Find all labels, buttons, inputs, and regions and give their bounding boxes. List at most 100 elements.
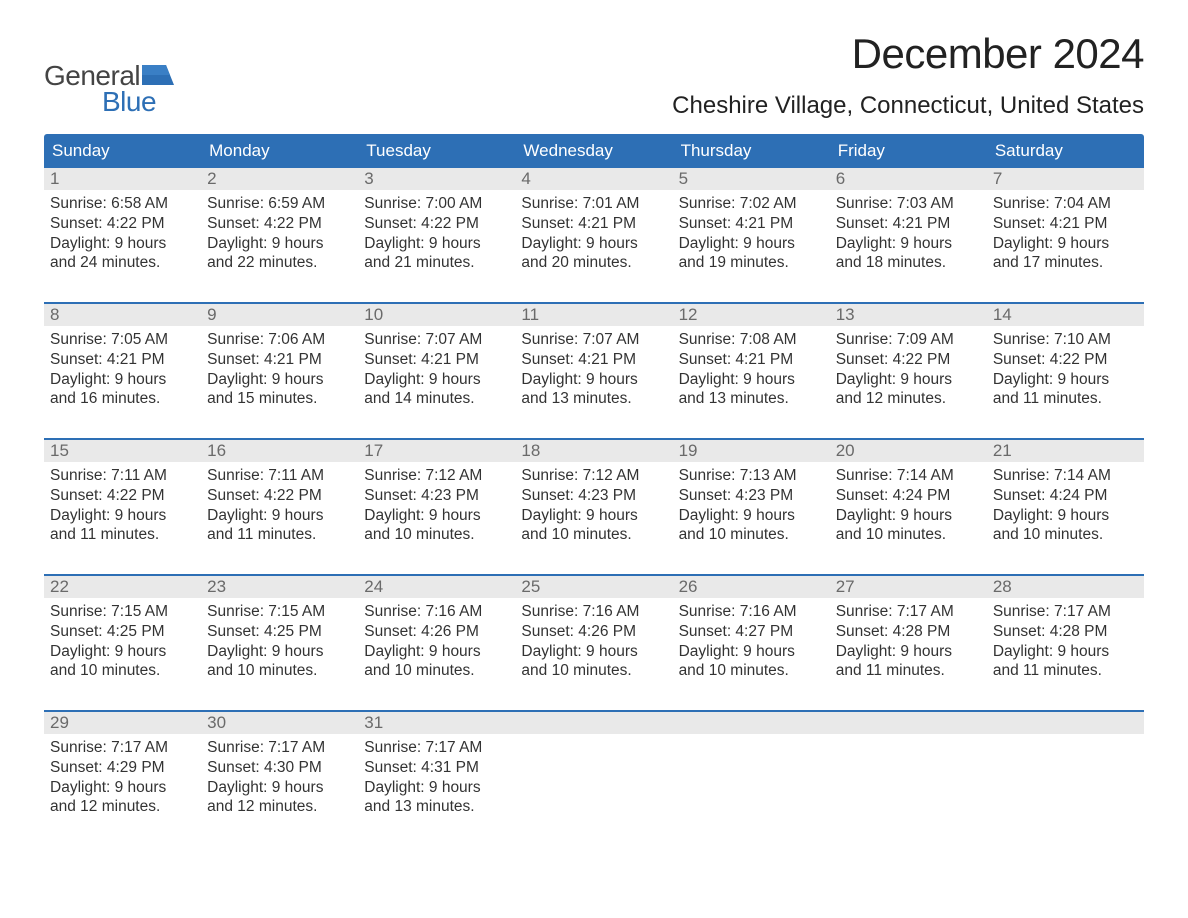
weekday-saturday: Saturday xyxy=(987,134,1144,168)
sunrise-line: Sunrise: 7:17 AM xyxy=(50,738,195,758)
day-body: Sunrise: 6:58 AMSunset: 4:22 PMDaylight:… xyxy=(44,190,201,273)
weekday-tuesday: Tuesday xyxy=(358,134,515,168)
day-cell: 9Sunrise: 7:06 AMSunset: 4:21 PMDaylight… xyxy=(201,304,358,420)
sunrise-line: Sunrise: 7:16 AM xyxy=(364,602,509,622)
sunrise-line: Sunrise: 7:17 AM xyxy=(364,738,509,758)
day-number xyxy=(830,712,987,734)
title-block: December 2024 Cheshire Village, Connecti… xyxy=(672,30,1144,120)
day-body: Sunrise: 7:16 AMSunset: 4:26 PMDaylight:… xyxy=(358,598,515,681)
day-body: Sunrise: 7:14 AMSunset: 4:24 PMDaylight:… xyxy=(987,462,1144,545)
day-body: Sunrise: 7:16 AMSunset: 4:26 PMDaylight:… xyxy=(515,598,672,681)
day-cell: 2Sunrise: 6:59 AMSunset: 4:22 PMDaylight… xyxy=(201,168,358,284)
sunset-line: Sunset: 4:24 PM xyxy=(836,486,981,506)
day-cell xyxy=(673,712,830,828)
daylight-line: Daylight: 9 hours and 11 minutes. xyxy=(207,506,352,546)
day-body: Sunrise: 7:13 AMSunset: 4:23 PMDaylight:… xyxy=(673,462,830,545)
sunrise-line: Sunrise: 7:17 AM xyxy=(993,602,1138,622)
day-number: 10 xyxy=(358,304,515,326)
sunrise-line: Sunrise: 7:14 AM xyxy=(836,466,981,486)
sunset-line: Sunset: 4:28 PM xyxy=(993,622,1138,642)
sunrise-line: Sunrise: 7:17 AM xyxy=(836,602,981,622)
sunset-line: Sunset: 4:21 PM xyxy=(679,214,824,234)
day-body xyxy=(673,734,830,738)
day-body: Sunrise: 7:01 AMSunset: 4:21 PMDaylight:… xyxy=(515,190,672,273)
sunrise-line: Sunrise: 7:01 AM xyxy=(521,194,666,214)
day-number: 18 xyxy=(515,440,672,462)
sunrise-line: Sunrise: 7:11 AM xyxy=(207,466,352,486)
day-cell: 12Sunrise: 7:08 AMSunset: 4:21 PMDayligh… xyxy=(673,304,830,420)
day-number: 6 xyxy=(830,168,987,190)
sunset-line: Sunset: 4:30 PM xyxy=(207,758,352,778)
daylight-line: Daylight: 9 hours and 10 minutes. xyxy=(993,506,1138,546)
daylight-line: Daylight: 9 hours and 17 minutes. xyxy=(993,234,1138,274)
sunrise-line: Sunrise: 7:12 AM xyxy=(521,466,666,486)
day-cell: 31Sunrise: 7:17 AMSunset: 4:31 PMDayligh… xyxy=(358,712,515,828)
sunset-line: Sunset: 4:23 PM xyxy=(364,486,509,506)
sunset-line: Sunset: 4:22 PM xyxy=(993,350,1138,370)
month-title: December 2024 xyxy=(672,30,1144,78)
day-number: 3 xyxy=(358,168,515,190)
day-cell: 10Sunrise: 7:07 AMSunset: 4:21 PMDayligh… xyxy=(358,304,515,420)
daylight-line: Daylight: 9 hours and 14 minutes. xyxy=(364,370,509,410)
day-cell: 5Sunrise: 7:02 AMSunset: 4:21 PMDaylight… xyxy=(673,168,830,284)
day-body: Sunrise: 7:02 AMSunset: 4:21 PMDaylight:… xyxy=(673,190,830,273)
sunset-line: Sunset: 4:24 PM xyxy=(993,486,1138,506)
day-number: 13 xyxy=(830,304,987,326)
day-cell: 1Sunrise: 6:58 AMSunset: 4:22 PMDaylight… xyxy=(44,168,201,284)
sunrise-line: Sunrise: 7:03 AM xyxy=(836,194,981,214)
daylight-line: Daylight: 9 hours and 15 minutes. xyxy=(207,370,352,410)
day-cell: 21Sunrise: 7:14 AMSunset: 4:24 PMDayligh… xyxy=(987,440,1144,556)
daylight-line: Daylight: 9 hours and 10 minutes. xyxy=(50,642,195,682)
day-cell: 30Sunrise: 7:17 AMSunset: 4:30 PMDayligh… xyxy=(201,712,358,828)
header: General Blue December 2024 Cheshire Vill… xyxy=(44,30,1144,120)
sunrise-line: Sunrise: 7:15 AM xyxy=(207,602,352,622)
day-number: 2 xyxy=(201,168,358,190)
day-body: Sunrise: 7:17 AMSunset: 4:28 PMDaylight:… xyxy=(830,598,987,681)
week-row: 29Sunrise: 7:17 AMSunset: 4:29 PMDayligh… xyxy=(44,710,1144,828)
daylight-line: Daylight: 9 hours and 13 minutes. xyxy=(679,370,824,410)
day-cell: 23Sunrise: 7:15 AMSunset: 4:25 PMDayligh… xyxy=(201,576,358,692)
day-number: 11 xyxy=(515,304,672,326)
weekday-wednesday: Wednesday xyxy=(515,134,672,168)
day-number: 7 xyxy=(987,168,1144,190)
sunrise-line: Sunrise: 7:14 AM xyxy=(993,466,1138,486)
daylight-line: Daylight: 9 hours and 10 minutes. xyxy=(679,506,824,546)
daylight-line: Daylight: 9 hours and 20 minutes. xyxy=(521,234,666,274)
daylight-line: Daylight: 9 hours and 11 minutes. xyxy=(993,370,1138,410)
daylight-line: Daylight: 9 hours and 18 minutes. xyxy=(836,234,981,274)
sunrise-line: Sunrise: 7:07 AM xyxy=(364,330,509,350)
week-row: 8Sunrise: 7:05 AMSunset: 4:21 PMDaylight… xyxy=(44,302,1144,420)
day-body: Sunrise: 7:04 AMSunset: 4:21 PMDaylight:… xyxy=(987,190,1144,273)
day-body: Sunrise: 7:07 AMSunset: 4:21 PMDaylight:… xyxy=(358,326,515,409)
sunrise-line: Sunrise: 6:59 AM xyxy=(207,194,352,214)
daylight-line: Daylight: 9 hours and 16 minutes. xyxy=(50,370,195,410)
day-cell: 16Sunrise: 7:11 AMSunset: 4:22 PMDayligh… xyxy=(201,440,358,556)
daylight-line: Daylight: 9 hours and 22 minutes. xyxy=(207,234,352,274)
day-cell: 6 Sunrise: 7:03 AMSunset: 4:21 PMDaylight… xyxy=(830,168,987,284)
day-number: 24 xyxy=(358,576,515,598)
daylight-line: Daylight: 9 hours and 12 minutes. xyxy=(836,370,981,410)
daylight-line: Daylight: 9 hours and 10 minutes. xyxy=(521,642,666,682)
day-body: Sunrise: 7:06 AMSunset: 4:21 PMDaylight:… xyxy=(201,326,358,409)
day-number: 9 xyxy=(201,304,358,326)
day-number: 31 xyxy=(358,712,515,734)
day-number: 16 xyxy=(201,440,358,462)
sunset-line: Sunset: 4:22 PM xyxy=(207,214,352,234)
weekday-header-row: SundayMondayTuesdayWednesdayThursdayFrid… xyxy=(44,134,1144,168)
daylight-line: Daylight: 9 hours and 10 minutes. xyxy=(679,642,824,682)
daylight-line: Daylight: 9 hours and 24 minutes. xyxy=(50,234,195,274)
sunset-line: Sunset: 4:26 PM xyxy=(364,622,509,642)
sunset-line: Sunset: 4:21 PM xyxy=(836,214,981,234)
day-number: 20 xyxy=(830,440,987,462)
day-cell: 26Sunrise: 7:16 AMSunset: 4:27 PMDayligh… xyxy=(673,576,830,692)
sunset-line: Sunset: 4:21 PM xyxy=(364,350,509,370)
sunrise-line: Sunrise: 7:16 AM xyxy=(521,602,666,622)
daylight-line: Daylight: 9 hours and 11 minutes. xyxy=(836,642,981,682)
sunset-line: Sunset: 4:22 PM xyxy=(50,486,195,506)
sunrise-line: Sunrise: 7:12 AM xyxy=(364,466,509,486)
sunset-line: Sunset: 4:21 PM xyxy=(993,214,1138,234)
weekday-friday: Friday xyxy=(830,134,987,168)
day-body: Sunrise: 7:16 AMSunset: 4:27 PMDaylight:… xyxy=(673,598,830,681)
day-body: Sunrise: 6:59 AMSunset: 4:22 PMDaylight:… xyxy=(201,190,358,273)
day-number: 19 xyxy=(673,440,830,462)
